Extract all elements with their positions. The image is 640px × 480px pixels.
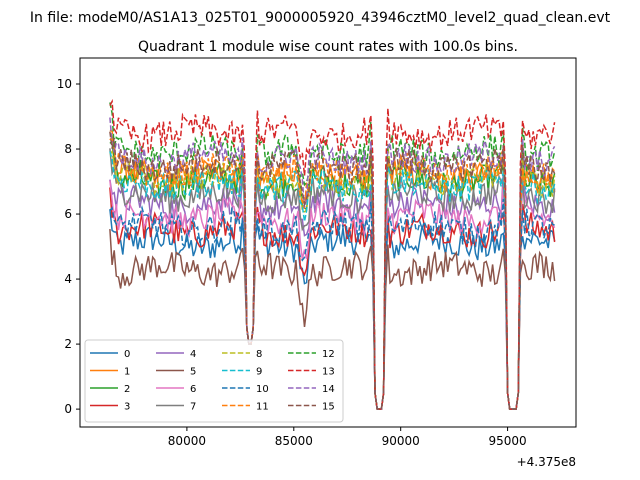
x-tick-label: 95000 (488, 434, 526, 448)
legend-label-9: 9 (256, 367, 262, 378)
x-tick-label: 80000 (168, 434, 206, 448)
series-line-7 (109, 148, 556, 410)
legend-label-13: 13 (322, 367, 335, 378)
axes-frame (79, 57, 577, 428)
legend-label-6: 6 (190, 384, 196, 395)
y-tick-label: 2 (64, 337, 72, 351)
legend-label-1: 1 (124, 367, 130, 378)
legend-label-7: 7 (190, 402, 196, 413)
legend-label-2: 2 (124, 384, 130, 395)
legend-label-0: 0 (124, 349, 130, 360)
x-tick-label: 90000 (382, 434, 420, 448)
series-line-10 (109, 198, 555, 410)
series-line-9 (109, 151, 556, 410)
legend-label-4: 4 (190, 349, 196, 360)
y-tick-label: 10 (57, 77, 72, 91)
y-tick-label: 0 (64, 402, 72, 416)
y-tick-label: 4 (64, 272, 72, 286)
series-line-6 (109, 180, 556, 410)
chart-title: Quadrant 1 module wise count rates with … (138, 39, 518, 55)
legend-label-12: 12 (322, 349, 335, 360)
series-line-11 (109, 129, 556, 410)
series-line-2 (109, 141, 556, 410)
series-line-15 (109, 131, 556, 410)
legend-label-5: 5 (190, 367, 196, 378)
legend-label-3: 3 (124, 402, 130, 413)
series-line-8 (109, 147, 556, 410)
plot-area (109, 98, 556, 410)
legend-label-10: 10 (256, 384, 269, 395)
figure-suptitle: In file: modeM0/AS1A13_025T01_9000005920… (30, 10, 611, 26)
y-tick-label: 6 (64, 207, 72, 221)
legend-box (84, 339, 344, 423)
x-tick-label: 85000 (275, 434, 313, 448)
legend-label-8: 8 (256, 349, 262, 360)
series-line-13 (109, 98, 556, 410)
legend-label-15: 15 (322, 402, 335, 413)
series-line-5 (109, 229, 556, 410)
legend-label-14: 14 (322, 384, 335, 395)
x-offset-label: +4.375e8 (517, 455, 576, 469)
legend-label-11: 11 (256, 402, 269, 413)
series-line-0 (109, 209, 556, 410)
y-tick-label: 8 (64, 142, 72, 156)
series-line-14 (109, 117, 556, 410)
